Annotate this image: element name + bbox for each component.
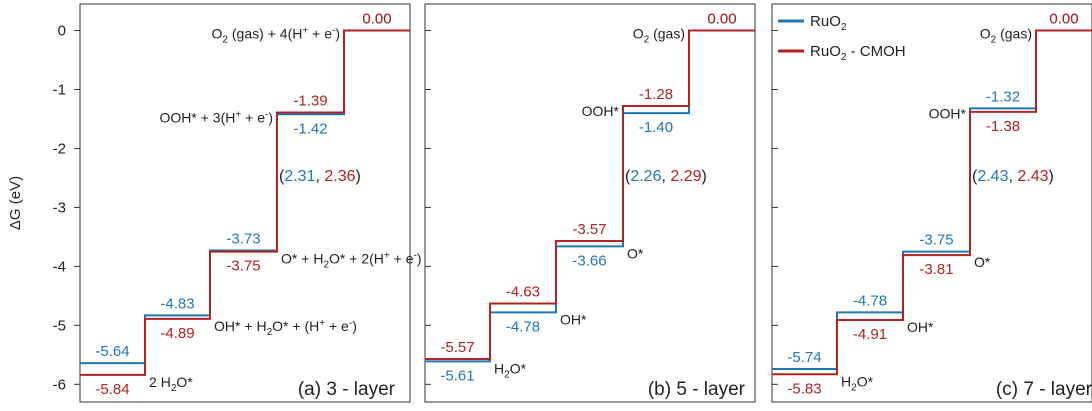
series-line-ruo2-cmoh	[772, 29, 1092, 376]
data-label: -4.83	[160, 295, 194, 312]
data-label: 0.00	[362, 11, 391, 28]
overpotential-ruo2: 2.26	[630, 168, 661, 185]
panel-frame	[79, 3, 411, 403]
intermediate-label: 2 H2O*	[149, 374, 193, 394]
data-label: -5.61	[440, 367, 474, 384]
data-label: 0.00	[362, 11, 391, 28]
y-tick-label: -1	[53, 81, 66, 98]
intermediate-label: OOH*	[582, 103, 620, 119]
y-tick-label: -6	[53, 376, 66, 393]
y-tick-label: -5	[53, 317, 66, 334]
data-label: -3.66	[572, 252, 606, 269]
intermediate-label: OH* + H2O* + (H+ + e-)	[214, 318, 357, 338]
y-tick-label: -2	[53, 140, 66, 157]
data-label: -1.38	[986, 118, 1020, 135]
intermediate-label: H2O*	[841, 373, 874, 393]
data-label: -4.78	[853, 292, 887, 309]
panel-frame	[771, 3, 1092, 403]
intermediate-label: O2 (gas)	[980, 26, 1032, 46]
intermediate-label: OOH*	[929, 105, 967, 121]
overpotential-cmoh: 2.29	[670, 168, 701, 185]
series-line-ruo2-cmoh	[425, 29, 755, 360]
data-label: -3.75	[226, 258, 260, 275]
overpotential-ruo2: 2.43	[977, 168, 1008, 185]
intermediate-label: O*	[974, 254, 991, 270]
data-label: -4.63	[506, 284, 540, 301]
data-label: -1.32	[986, 88, 1020, 105]
y-tick-label: -3	[53, 199, 66, 216]
legend-label: RuO2 - CMOH	[810, 43, 906, 63]
panel-label: (b) 5 - layer	[648, 379, 746, 400]
data-label: 0.00	[707, 11, 736, 28]
data-label: -5.64	[95, 343, 129, 360]
data-label: -1.40	[639, 119, 673, 136]
data-label: -1.39	[293, 92, 327, 109]
data-label: -5.84	[95, 381, 129, 398]
overpotential-cmoh: 2.43	[1017, 168, 1048, 185]
intermediate-label: O*	[627, 245, 644, 261]
y-tick-label: -4	[53, 258, 66, 275]
panel-frame	[424, 3, 756, 403]
data-label: -5.83	[787, 380, 821, 397]
data-label: -3.57	[572, 221, 606, 238]
data-label: -4.89	[160, 325, 194, 342]
series-line-ruo2	[80, 29, 410, 365]
y-tick-label: 0	[58, 23, 66, 40]
overpotential-label: (2.31, 2.36)	[279, 168, 361, 185]
intermediate-label: OOH* + 3(H+ + e-)	[159, 109, 273, 125]
overpotential-label: (2.43, 2.43)	[972, 168, 1054, 185]
panel-label: (a) 3 - layer	[298, 379, 396, 400]
overpotential-ruo2: 2.31	[284, 168, 315, 185]
data-label: -5.74	[787, 349, 821, 366]
legend-label: RuO2	[810, 13, 847, 33]
intermediate-label: OH*	[907, 319, 934, 335]
data-label: -3.73	[226, 230, 260, 247]
intermediate-label: O* + H2O* + 2(H+ + e-)	[281, 251, 422, 271]
series-line-ruo2	[425, 29, 755, 363]
intermediate-label: O2 (gas) + 4(H+ + e-)	[212, 26, 340, 46]
data-label: 0.00	[1049, 11, 1078, 28]
data-label: -3.81	[919, 261, 953, 278]
overpotential-label: (2.26, 2.29)	[625, 168, 707, 185]
data-label: -4.78	[506, 318, 540, 335]
data-label: -3.75	[919, 232, 953, 249]
intermediate-label: OH*	[560, 311, 587, 327]
data-label: -5.57	[440, 339, 474, 356]
data-label: 0.00	[1049, 11, 1078, 28]
data-label: -4.91	[853, 326, 887, 343]
data-label: -1.28	[639, 86, 673, 103]
series-line-ruo2-cmoh	[80, 29, 410, 376]
data-label: -1.42	[293, 120, 327, 137]
intermediate-label: H2O*	[494, 360, 527, 380]
data-label: 0.00	[707, 11, 736, 28]
y-axis-label: ΔG (eV)	[7, 176, 24, 230]
panel-label: (c) 7 - layer	[996, 379, 1092, 400]
intermediate-label: O2 (gas)	[633, 26, 685, 46]
overpotential-cmoh: 2.36	[324, 168, 355, 185]
